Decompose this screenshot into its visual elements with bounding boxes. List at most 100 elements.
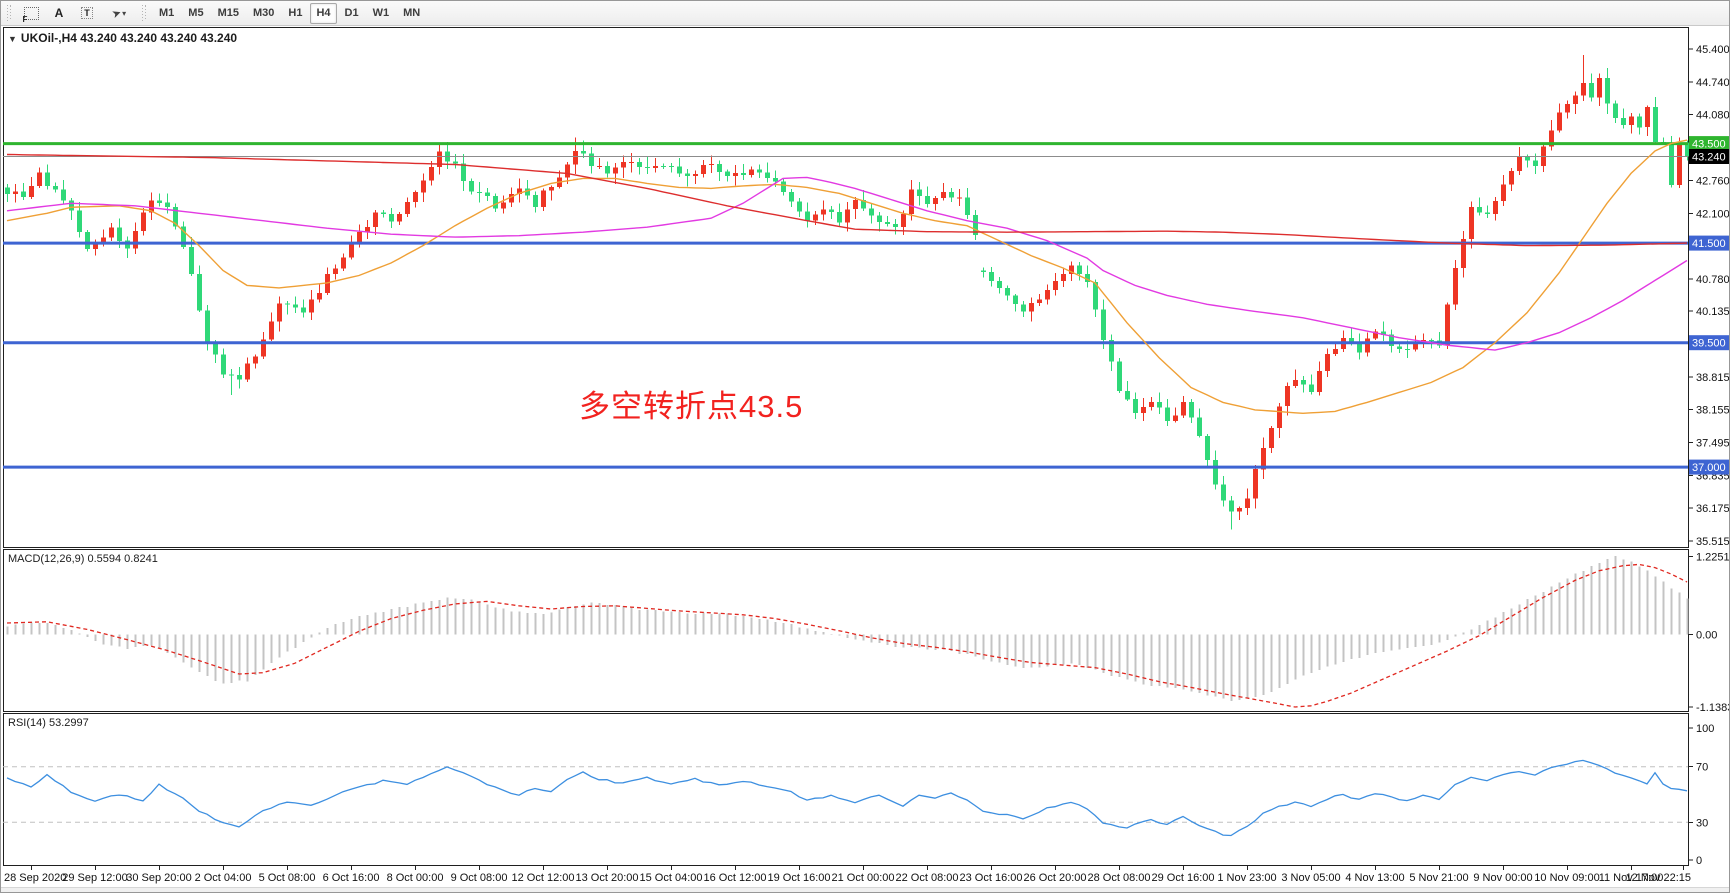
macd-pane-border bbox=[3, 549, 1689, 712]
price-tick-label: 36.175 bbox=[1696, 503, 1730, 515]
price-line-label: 43.500 bbox=[1692, 139, 1726, 151]
rsi-indicator-label: RSI(14) 53.2997 bbox=[8, 717, 89, 729]
timeframe-m5-button[interactable]: M5 bbox=[182, 3, 209, 24]
timeframe-d1-button[interactable]: D1 bbox=[339, 3, 365, 24]
price-line-label: 39.500 bbox=[1692, 338, 1726, 350]
price-tick-label: 42.760 bbox=[1696, 175, 1730, 187]
price-tick-label: 37.495 bbox=[1696, 438, 1730, 450]
price-tick-label: 40.135 bbox=[1696, 306, 1730, 318]
date-tick-label: 28 Sep 2020 bbox=[4, 872, 66, 884]
horizontal-level-lines bbox=[3, 142, 1688, 469]
timeframe-h1-button[interactable]: H1 bbox=[282, 3, 308, 24]
price-tick-label: 44.080 bbox=[1696, 110, 1730, 122]
price-line-label: 43.240 bbox=[1692, 152, 1726, 164]
date-tick-label: 22 Oct 08:00 bbox=[896, 872, 959, 884]
date-tick-label: 13 Oct 20:00 bbox=[576, 872, 639, 884]
pane-borders bbox=[3, 27, 1689, 866]
rsi-pane-content: 100 70 30 0 bbox=[3, 723, 1714, 867]
fibonacci-tool-button[interactable]: F bbox=[18, 2, 44, 25]
date-tick-label: 15 Oct 04:00 bbox=[640, 872, 703, 884]
date-tick-label: 28 Oct 08:00 bbox=[1088, 872, 1151, 884]
price-line-label: 41.500 bbox=[1692, 238, 1726, 250]
toolbar-grip bbox=[6, 5, 13, 21]
date-tick-label: 30 Sep 20:00 bbox=[126, 872, 191, 884]
timeframe-m1-button[interactable]: M1 bbox=[153, 3, 180, 24]
rsi-axis-label: 30 bbox=[1696, 817, 1708, 829]
date-tick-label: 3 Nov 05:00 bbox=[1281, 872, 1340, 884]
timeframe-mn-button[interactable]: MN bbox=[397, 3, 426, 24]
macd-axis-label: 1.2251 bbox=[1696, 552, 1730, 564]
macd-axis-label: 0.00 bbox=[1696, 630, 1717, 642]
macd-axis-label: -1.1383 bbox=[1696, 702, 1730, 714]
date-tick-label: 9 Nov 00:00 bbox=[1473, 872, 1532, 884]
date-tick-label: 8 Oct 00:00 bbox=[387, 872, 444, 884]
rsi-pane-border bbox=[3, 713, 1689, 866]
text-label-icon: T bbox=[81, 7, 93, 19]
candles bbox=[5, 55, 1690, 530]
date-tick-label: 21 Oct 00:00 bbox=[832, 872, 895, 884]
date-tick-label: 6 Oct 16:00 bbox=[323, 872, 380, 884]
window-bottom-strip bbox=[1, 887, 1729, 892]
price-line-label-box bbox=[1689, 136, 1729, 152]
chart-annotation: 多空转折点43.5 bbox=[579, 389, 804, 424]
date-tick-label: 5 Nov 21:00 bbox=[1409, 872, 1468, 884]
timeframe-h4-button[interactable]: H4 bbox=[310, 2, 337, 24]
price-line-label-box bbox=[1689, 149, 1729, 164]
toolbar-grip bbox=[141, 5, 148, 21]
macd-indicator-label: MACD(12,26,9) 0.5594 0.8241 bbox=[8, 553, 158, 565]
price-line-label: 37.000 bbox=[1692, 462, 1726, 474]
timeframe-m30-button[interactable]: M30 bbox=[247, 3, 280, 24]
rsi-line bbox=[6, 759, 1688, 837]
chart-title[interactable]: ▼ UKOil-,H4 43.240 43.240 43.240 43.240 bbox=[8, 31, 237, 45]
ma-line-fast-orange bbox=[6, 139, 1688, 415]
date-tick-label: 12 Nov 22:15 bbox=[1626, 872, 1691, 884]
text-label-tool-button[interactable]: T bbox=[74, 2, 100, 25]
arrows-tool-button[interactable]: ➤ ▾ bbox=[102, 2, 136, 25]
fibonacci-icon: F bbox=[23, 6, 39, 24]
date-tick-label: 12 Oct 12:00 bbox=[512, 872, 575, 884]
rsi-axis-label: 100 bbox=[1696, 723, 1714, 735]
price-tick-label: 44.740 bbox=[1696, 77, 1730, 89]
rsi-axis-label: 0 bbox=[1696, 855, 1702, 867]
date-tick-label: 23 Oct 16:00 bbox=[960, 872, 1023, 884]
date-tick-label: 1 Nov 23:00 bbox=[1217, 872, 1276, 884]
price-tick-label: 35.515 bbox=[1696, 536, 1730, 548]
chevron-down-icon: ▾ bbox=[122, 8, 127, 18]
price-pane-border bbox=[3, 27, 1689, 548]
toolbar: F A T ➤ ▾ M1 M5 M15 M30 H1 H4 D1 W1 MN bbox=[1, 1, 1729, 26]
text-icon: A bbox=[54, 6, 64, 20]
moving-averages bbox=[6, 139, 1688, 415]
chart-title-text: UKOil-,H4 43.240 43.240 43.240 43.240 bbox=[20, 31, 238, 45]
timeframe-w1-button[interactable]: W1 bbox=[367, 3, 396, 24]
rsi-axis-label: 70 bbox=[1696, 762, 1708, 774]
macd-signal-line bbox=[6, 563, 1688, 708]
price-axis: 45.400 44.740 44.080 42.760 42.100 40.780 40.1… bbox=[1688, 44, 1730, 548]
date-tick-label: 19 Oct 16:00 bbox=[768, 872, 831, 884]
date-tick-label: 16 Oct 12:00 bbox=[704, 872, 767, 884]
price-tick-label: 38.815 bbox=[1696, 372, 1730, 384]
price-tick-label: 40.780 bbox=[1696, 274, 1730, 286]
timeframe-m15-button[interactable]: M15 bbox=[212, 3, 245, 24]
date-tick-label: 10 Nov 09:00 bbox=[1534, 872, 1599, 884]
price-line-label-box bbox=[1689, 459, 1729, 475]
ma-line-medium-magenta bbox=[6, 176, 1688, 351]
price-tick-label: 38.155 bbox=[1696, 405, 1730, 417]
date-tick-label: 2 Oct 04:00 bbox=[195, 872, 252, 884]
date-tick-label: 5 Oct 08:00 bbox=[259, 872, 316, 884]
date-tick-label: 9 Oct 08:00 bbox=[451, 872, 508, 884]
macd-pane-content: 1.2251 0.00 -1.1383 bbox=[6, 552, 1730, 714]
price-tick-label: 42.100 bbox=[1696, 208, 1730, 220]
date-tick-label: 29 Sep 12:00 bbox=[62, 872, 127, 884]
date-tick-label: 26 Oct 20:00 bbox=[1024, 872, 1087, 884]
price-tick-label: 45.400 bbox=[1696, 44, 1730, 56]
price-line-label-box bbox=[1689, 335, 1729, 351]
ma-line-slow-red bbox=[6, 153, 1688, 247]
date-tick-label: 11 Nov 17:00 bbox=[1599, 872, 1664, 884]
price-line-label-box bbox=[1689, 235, 1729, 251]
text-tool-button[interactable]: A bbox=[46, 2, 72, 25]
symbol-dropdown-icon[interactable]: ▼ bbox=[8, 34, 17, 44]
date-tick-label: 4 Nov 13:00 bbox=[1345, 872, 1404, 884]
date-tick-label: 29 Oct 16:00 bbox=[1152, 872, 1215, 884]
